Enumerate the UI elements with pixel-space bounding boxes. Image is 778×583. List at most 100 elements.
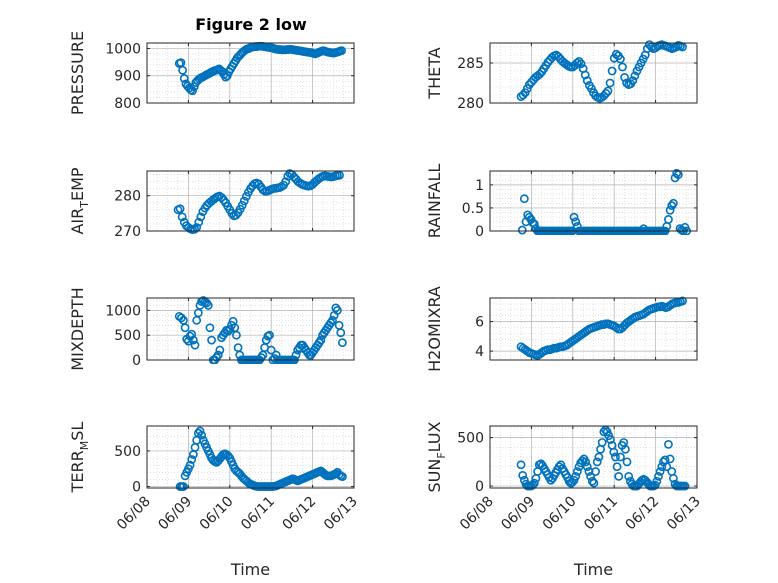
- data-point: [616, 54, 625, 64]
- data-point: [569, 212, 579, 222]
- y-tick-label: 800: [114, 96, 141, 112]
- subplot-5: 0 500 1000 MIXDEPTH: [68, 287, 355, 371]
- data-point: [594, 452, 604, 462]
- data-point: [518, 90, 528, 100]
- y-tick-label: 280: [457, 96, 484, 112]
- y-tick-label: 900: [114, 69, 141, 85]
- data-point: [213, 350, 223, 360]
- y-label-part: TERR: [68, 450, 87, 493]
- axis-frame: [146, 297, 355, 361]
- data-point: [571, 217, 581, 227]
- y-tick-label: 500: [114, 444, 141, 460]
- data-point: [241, 192, 251, 201]
- data-point: [601, 89, 611, 98]
- data-point: [606, 435, 615, 444]
- data-point: [195, 426, 205, 436]
- subplot-7: 0 500 TERRMSL 06/08 06/09 06/10 06/11 06/12 06/1…: [68, 422, 361, 579]
- x-tick-label: 06/08: [457, 494, 497, 534]
- y-tick-label: 0: [132, 480, 141, 496]
- data-point: [338, 338, 347, 348]
- data-point: [232, 330, 241, 340]
- data-point: [622, 457, 632, 467]
- data-point: [516, 460, 526, 470]
- data-point: [205, 323, 215, 333]
- data-series: [175, 426, 347, 491]
- y-tick-label: 0.5: [462, 201, 484, 217]
- data-point: [190, 224, 200, 234]
- figure-title: Figure 2 low: [195, 15, 307, 34]
- data-point: [222, 71, 232, 81]
- data-point: [680, 481, 690, 491]
- subplot-8: 0 500 SUNFLUX 06/08 06/09 06/10 06/11 06/12 06/1…: [425, 421, 704, 579]
- data-point: [624, 471, 634, 481]
- x-tick-label: 06/13: [321, 494, 361, 534]
- y-label-part: AIR: [68, 208, 87, 235]
- data-point: [197, 430, 207, 440]
- y-label-part: LUX: [425, 421, 444, 452]
- data-point: [664, 215, 673, 224]
- data-series: [516, 425, 690, 491]
- data-point: [177, 212, 187, 222]
- data-point: [518, 471, 528, 480]
- data-series: [516, 296, 687, 360]
- data-point: [328, 315, 337, 325]
- data-point: [657, 462, 667, 472]
- data-point: [630, 71, 640, 81]
- data-point: [586, 471, 596, 481]
- data-point: [572, 467, 582, 476]
- data-point: [178, 65, 188, 75]
- data-point: [265, 330, 274, 340]
- data-point: [576, 59, 586, 69]
- data-point: [281, 177, 291, 186]
- data-point: [333, 305, 342, 315]
- y-label-part: SUN: [425, 459, 444, 493]
- data-point: [180, 323, 190, 333]
- y-axis-label: TERRMSL: [68, 422, 91, 494]
- axis-frame: [146, 425, 355, 489]
- data-point: [664, 440, 673, 449]
- data-point: [196, 212, 206, 222]
- data-point: [188, 86, 197, 96]
- y-label-subscript: M: [78, 441, 91, 451]
- data-point: [614, 471, 624, 481]
- data-point: [225, 324, 235, 334]
- data-point: [571, 471, 581, 481]
- data-point: [175, 204, 185, 214]
- y-axis-label: THETA: [425, 47, 444, 99]
- data-point: [655, 467, 665, 476]
- y-axis-label: H2OMIXRA: [425, 286, 444, 372]
- subplot-6: 4 6 H2OMIXRA: [425, 286, 698, 372]
- y-axis-label: MIXDEPTH: [68, 287, 87, 370]
- data-point: [609, 447, 619, 457]
- data-point: [582, 76, 592, 85]
- data-point: [678, 296, 687, 306]
- x-tick-label: 06/09: [155, 494, 195, 534]
- data-point: [611, 323, 621, 332]
- data-point: [669, 473, 678, 483]
- y-axis-label: RAINFALL: [425, 164, 444, 239]
- data-point: [239, 196, 249, 206]
- subplot-2: 280 285 THETA: [425, 40, 698, 112]
- data-point: [517, 225, 527, 235]
- data-point: [587, 476, 597, 486]
- axis-frame: [489, 425, 698, 489]
- axis-frame: [146, 170, 355, 232]
- data-point: [338, 472, 347, 481]
- y-axis-label: SUNFLUX: [425, 421, 448, 492]
- data-point: [662, 462, 672, 472]
- y-tick-label: 6: [475, 315, 484, 331]
- data-point: [597, 438, 607, 447]
- data-point: [183, 336, 193, 346]
- data-point: [194, 217, 204, 227]
- y-tick-label: 500: [457, 431, 484, 447]
- data-point: [618, 62, 627, 72]
- data-point: [672, 168, 682, 178]
- data-point: [574, 57, 584, 66]
- data-point: [652, 476, 662, 486]
- data-point: [291, 350, 301, 360]
- data-point: [591, 467, 600, 476]
- data-point: [237, 200, 247, 210]
- data-point: [335, 170, 344, 180]
- x-tick-label: 06/11: [581, 494, 621, 534]
